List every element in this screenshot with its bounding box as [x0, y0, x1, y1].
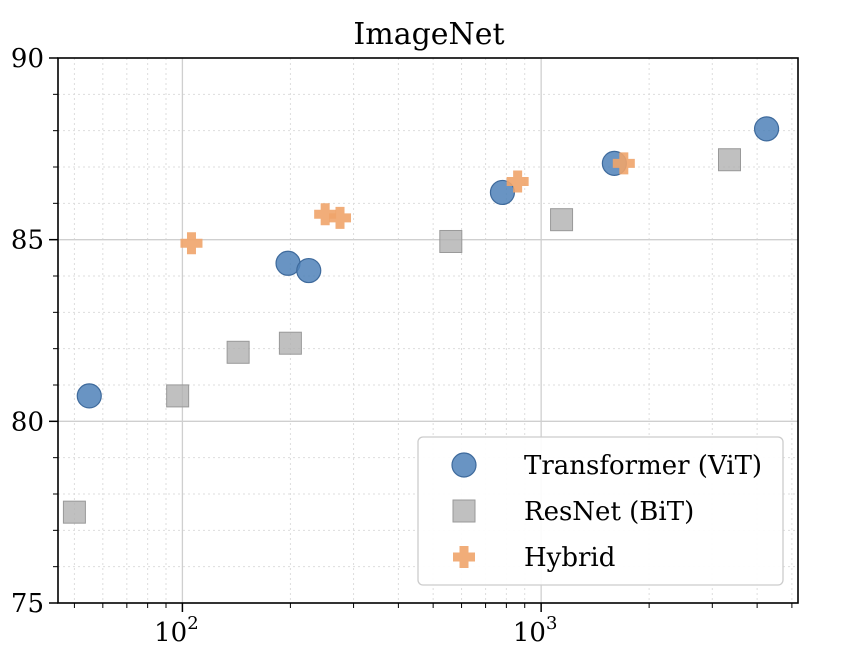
- square-point: [550, 208, 574, 232]
- square-point: [62, 500, 86, 524]
- legend-label: ResNet (BiT): [524, 497, 694, 527]
- y-tick-label: 90: [11, 44, 44, 74]
- plot-frame: [57, 57, 799, 604]
- legend-marker-plus: [453, 546, 475, 568]
- series-plus: [180, 152, 635, 255]
- plus-point: [314, 203, 337, 226]
- x-tick-label: 103: [513, 613, 558, 648]
- plus-point: [506, 170, 529, 193]
- legend-label: Hybrid: [524, 543, 615, 573]
- series-square: [62, 148, 741, 524]
- plus-point: [180, 232, 203, 255]
- legend: Transformer (ViT) ResNet (BiT) Hybrid: [417, 436, 784, 586]
- square-point: [226, 340, 250, 364]
- plus-point: [612, 152, 635, 175]
- legend-marker-square: [452, 499, 476, 523]
- legend-box: [417, 436, 784, 586]
- square-point: [439, 229, 463, 253]
- grid-layer: [58, 58, 798, 603]
- legend-label: Transformer (ViT): [524, 451, 762, 481]
- chart-title: ImageNet: [353, 17, 504, 52]
- circle-point: [753, 116, 780, 142]
- x-tick-exponent: 3: [546, 613, 557, 634]
- square-point: [717, 148, 741, 172]
- y-tick-label: 80: [11, 407, 44, 437]
- y-tick-label: 85: [11, 226, 44, 256]
- x-tick-label: 102: [154, 613, 199, 648]
- square-point: [278, 331, 302, 355]
- ticks-layer: 102 103 75 80 85 90: [11, 44, 793, 648]
- legend-marker-circle: [451, 452, 477, 478]
- x-tick-exponent: 2: [187, 613, 198, 634]
- y-tick-label: 75: [11, 589, 44, 619]
- marks-layer: [62, 116, 780, 524]
- square-point: [166, 384, 190, 408]
- circle-point: [296, 257, 322, 284]
- plus-point: [329, 206, 352, 229]
- circle-point: [76, 383, 102, 409]
